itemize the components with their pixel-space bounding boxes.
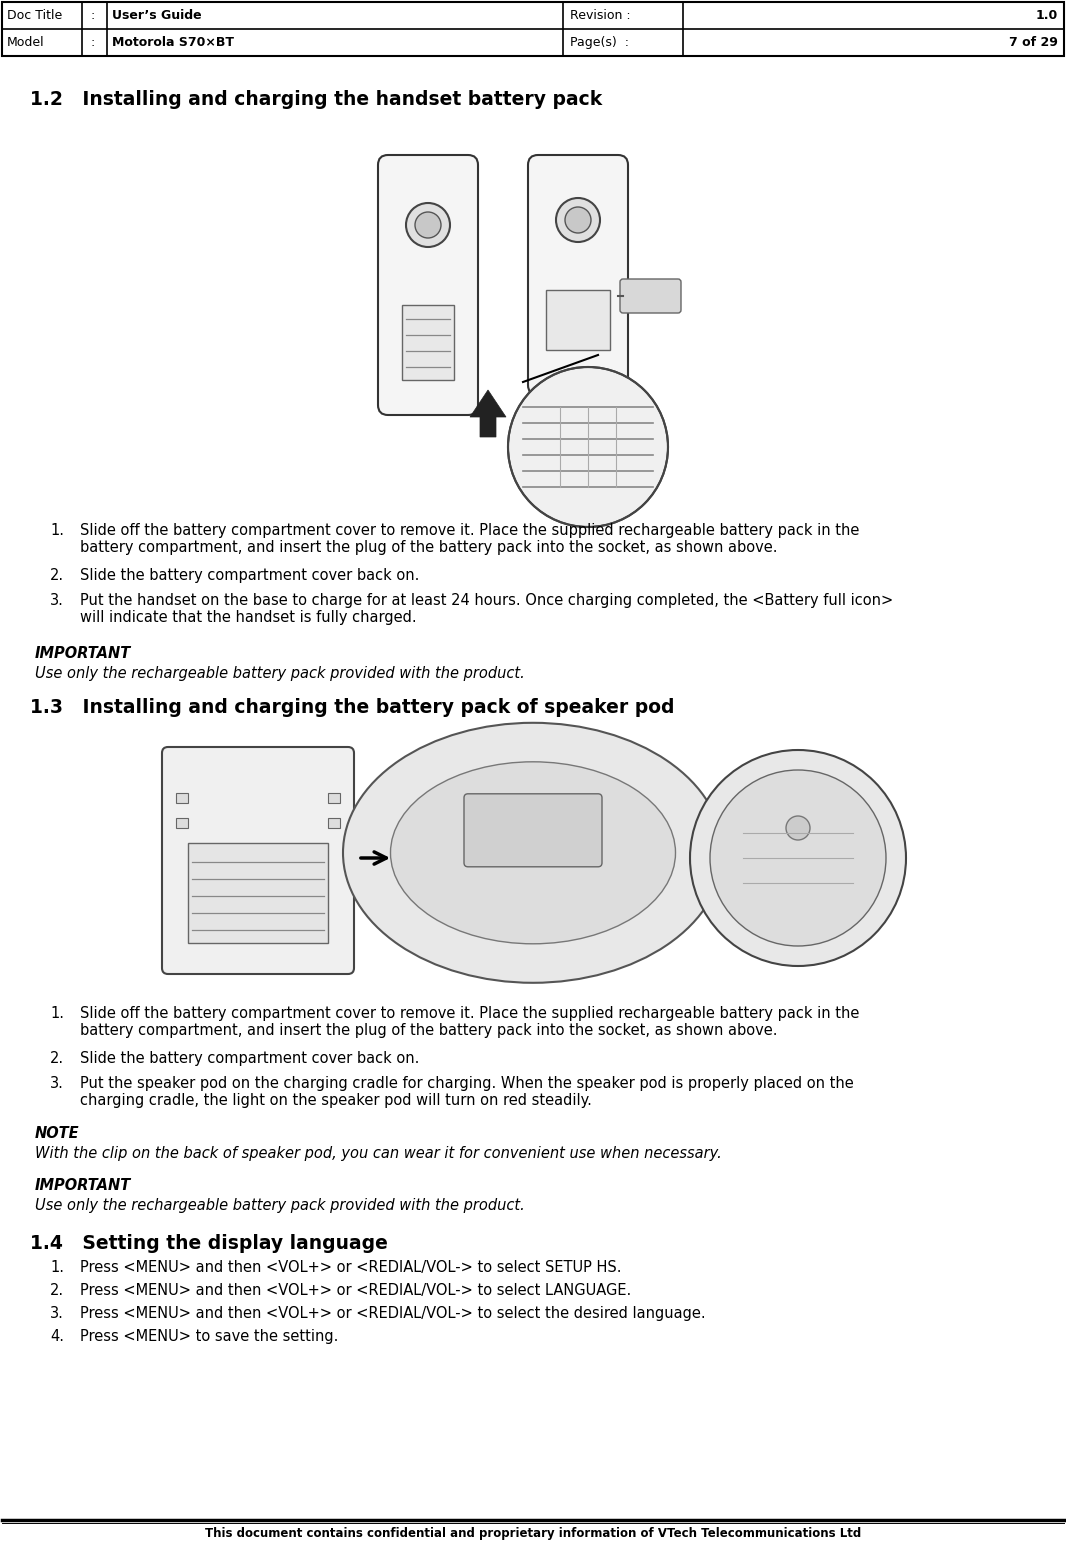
Circle shape	[786, 815, 810, 840]
Bar	[328, 794, 340, 803]
Text: Use only the rechargeable battery pack provided with the product.: Use only the rechargeable battery pack p…	[35, 666, 524, 682]
FancyBboxPatch shape	[378, 156, 478, 415]
Text: Press <MENU> and then <VOL+> or <REDIAL/VOL-> to select SETUP HS.: Press <MENU> and then <VOL+> or <REDIAL/…	[80, 1260, 621, 1274]
Text: NOTE: NOTE	[35, 1127, 80, 1141]
Circle shape	[710, 770, 886, 946]
Ellipse shape	[390, 762, 676, 944]
Text: 2.: 2.	[50, 1284, 64, 1298]
Text: 7 of 29: 7 of 29	[1010, 36, 1057, 48]
Bar	[154, 728, 912, 988]
Bar	[176, 794, 188, 803]
Text: Press <MENU> and then <VOL+> or <REDIAL/VOL-> to select the desired language.: Press <MENU> and then <VOL+> or <REDIAL/…	[80, 1305, 706, 1321]
Bar	[176, 818, 188, 828]
Bar	[546, 289, 610, 350]
Polygon shape	[470, 391, 506, 437]
Text: Page(s)  :: Page(s) :	[570, 36, 629, 48]
Text: Revision :: Revision :	[570, 9, 631, 22]
FancyBboxPatch shape	[528, 156, 628, 395]
Circle shape	[556, 198, 600, 243]
Text: Use only the rechargeable battery pack provided with the product.: Use only the rechargeable battery pack p…	[35, 1198, 524, 1214]
Text: Put the speaker pod on the charging cradle for charging. When the speaker pod is: Put the speaker pod on the charging crad…	[80, 1077, 854, 1108]
Text: 1.: 1.	[50, 1007, 64, 1021]
Circle shape	[415, 212, 441, 238]
Text: 1.3   Installing and charging the battery pack of speaker pod: 1.3 Installing and charging the battery …	[30, 699, 675, 717]
Text: Doc Title: Doc Title	[7, 9, 62, 22]
Text: Motorola S70×BT: Motorola S70×BT	[112, 36, 235, 48]
Text: 3.: 3.	[50, 593, 64, 608]
Text: IMPORTANT: IMPORTANT	[35, 646, 131, 661]
Text: 1.4   Setting the display language: 1.4 Setting the display language	[30, 1234, 388, 1253]
Text: 1.: 1.	[50, 523, 64, 538]
Text: This document contains confidential and proprietary information of VTech Telecom: This document contains confidential and …	[205, 1528, 861, 1540]
Bar	[323, 120, 743, 506]
Text: 1.0: 1.0	[1036, 9, 1057, 22]
FancyBboxPatch shape	[162, 747, 354, 974]
Text: With the clip on the back of speaker pod, you can wear it for convenient use whe: With the clip on the back of speaker pod…	[35, 1147, 722, 1161]
Text: 2.: 2.	[50, 1050, 64, 1066]
Text: :: :	[90, 9, 94, 22]
Text: Model: Model	[7, 36, 45, 48]
Text: Slide the battery compartment cover back on.: Slide the battery compartment cover back…	[80, 568, 419, 584]
Bar	[328, 818, 340, 828]
Text: 1.: 1.	[50, 1260, 64, 1274]
Text: Press <MENU> to save the setting.: Press <MENU> to save the setting.	[80, 1329, 338, 1344]
Text: Slide off the battery compartment cover to remove it. Place the supplied recharg: Slide off the battery compartment cover …	[80, 1007, 859, 1038]
Circle shape	[690, 750, 906, 966]
Text: Press <MENU> and then <VOL+> or <REDIAL/VOL-> to select LANGUAGE.: Press <MENU> and then <VOL+> or <REDIAL/…	[80, 1284, 631, 1298]
Circle shape	[406, 202, 450, 247]
Text: User’s Guide: User’s Guide	[112, 9, 201, 22]
Text: :: :	[90, 36, 94, 48]
Circle shape	[565, 207, 591, 233]
Text: IMPORTANT: IMPORTANT	[35, 1178, 131, 1193]
Bar	[2, 2, 1064, 56]
Text: Put the handset on the base to charge for at least 24 hours. Once charging compl: Put the handset on the base to charge fo…	[80, 593, 893, 626]
Text: 2.: 2.	[50, 568, 64, 584]
FancyBboxPatch shape	[464, 794, 602, 867]
Text: Slide off the battery compartment cover to remove it. Place the supplied recharg: Slide off the battery compartment cover …	[80, 523, 859, 555]
Ellipse shape	[343, 724, 723, 983]
Circle shape	[508, 367, 668, 527]
Text: 3.: 3.	[50, 1077, 64, 1091]
Text: 4.: 4.	[50, 1329, 64, 1344]
FancyBboxPatch shape	[620, 279, 681, 313]
Bar	[188, 843, 328, 943]
Bar	[402, 305, 454, 380]
Text: Slide the battery compartment cover back on.: Slide the battery compartment cover back…	[80, 1050, 419, 1066]
Text: 1.2   Installing and charging the handset battery pack: 1.2 Installing and charging the handset …	[30, 90, 602, 109]
Text: 3.: 3.	[50, 1305, 64, 1321]
